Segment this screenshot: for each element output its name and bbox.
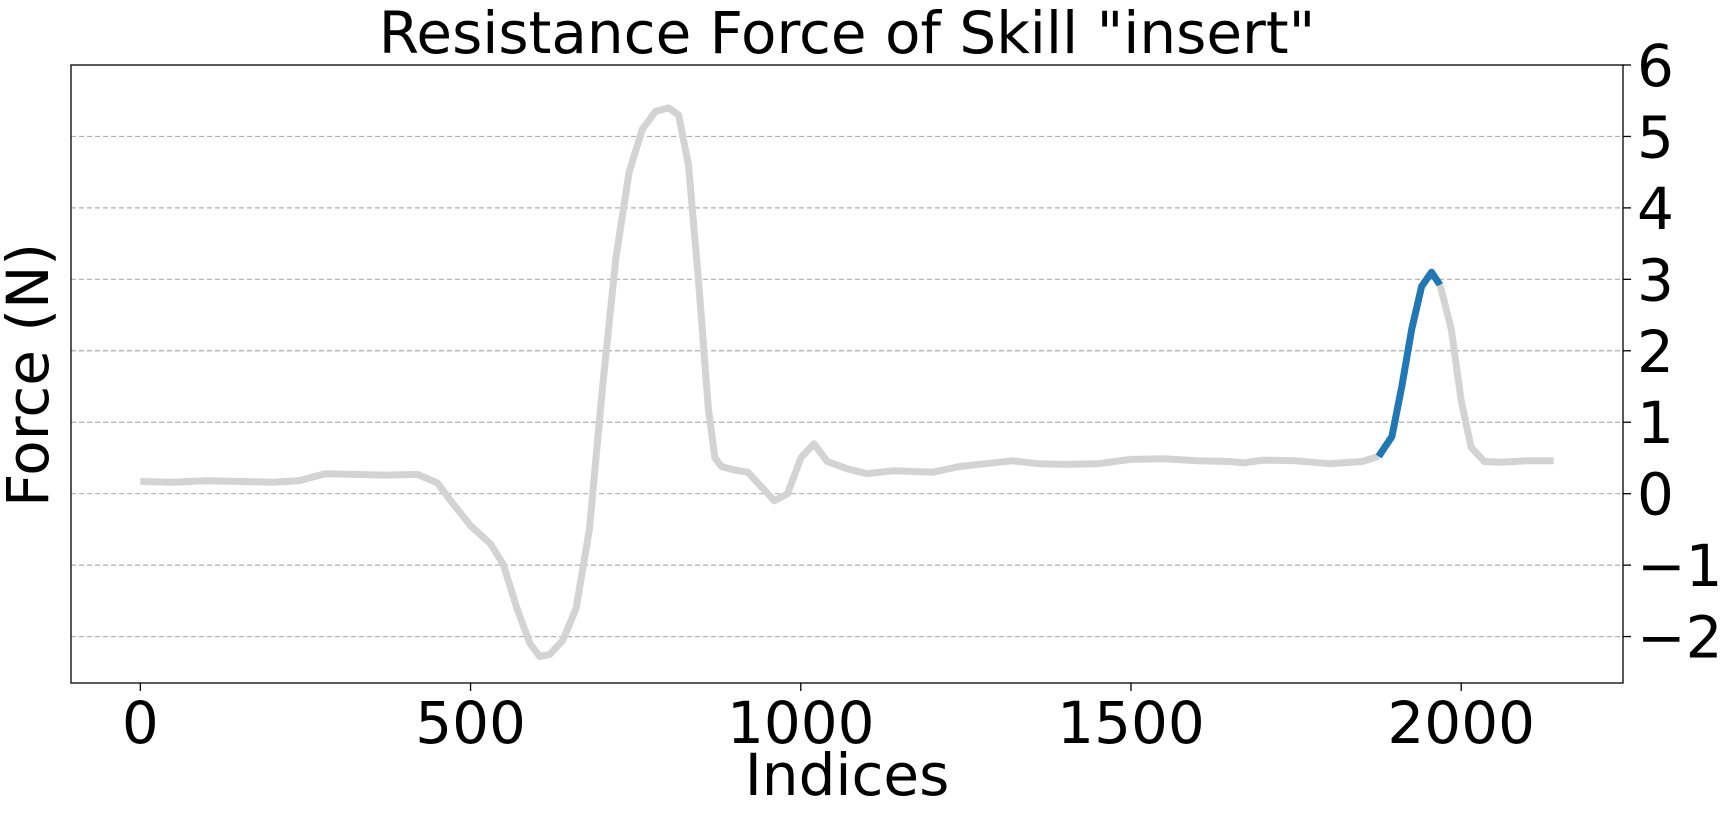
y-tick-label-6: 4 — [1637, 175, 1674, 243]
x-axis-label: Indices — [745, 741, 950, 809]
x-tick-label-4: 2000 — [1387, 689, 1535, 757]
chart-title: Resistance Force of Skill "insert" — [379, 0, 1316, 67]
y-tick-label-3: 1 — [1637, 389, 1674, 457]
x-tick-label-3: 1500 — [1057, 689, 1205, 757]
grid-lines — [71, 135, 1623, 638]
x-tick-label-0: 0 — [122, 689, 159, 757]
y-tick-label-2: 0 — [1637, 461, 1674, 529]
x-tick-label-2: 1000 — [727, 689, 875, 757]
y-tick-label-0: −2 — [1637, 604, 1721, 672]
y-tick-label-1: −1 — [1637, 532, 1721, 600]
plot-frame — [70, 64, 1624, 684]
y-axis-label: Force (N) — [0, 243, 62, 507]
series-line-2 — [1436, 284, 1554, 466]
series-line-1 — [1375, 268, 1444, 459]
y-tick-label-8: 6 — [1637, 32, 1674, 100]
x-axis-ticks: 0 500 1000 1500 2000 — [122, 683, 1535, 757]
x-tick-label-1: 500 — [415, 689, 526, 757]
series-lines — [140, 104, 1554, 661]
y-tick-label-5: 3 — [1637, 246, 1674, 314]
y-tick-label-4: 2 — [1637, 318, 1674, 386]
y-tick-label-7: 5 — [1637, 103, 1674, 171]
series-line-0 — [140, 104, 1380, 661]
